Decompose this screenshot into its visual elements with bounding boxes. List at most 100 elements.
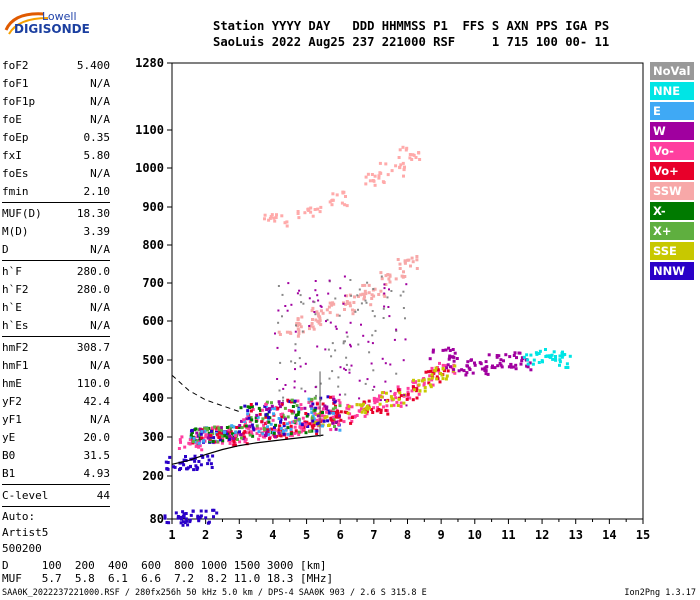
echo-point [280, 214, 284, 218]
echo-point [337, 419, 341, 423]
echo-point [323, 404, 327, 408]
echo-point [392, 403, 396, 407]
echo-point [284, 417, 287, 421]
echo-point [339, 366, 342, 369]
echo-point [278, 389, 281, 392]
echo-point [345, 356, 348, 359]
echo-point [379, 171, 383, 175]
echo-point [197, 438, 201, 442]
echo-point [412, 378, 415, 382]
echo-point [372, 179, 376, 183]
echo-point [473, 363, 477, 367]
echo-point [364, 299, 367, 302]
echo-point [177, 447, 181, 450]
echo-point [278, 333, 282, 336]
echo-point [240, 426, 244, 430]
param-row-fof1: foF1 N/A [2, 75, 110, 93]
echo-point [384, 162, 388, 166]
param-name: yF1 [2, 413, 22, 426]
echo-point [328, 301, 332, 305]
echo-point [265, 400, 269, 404]
echo-point [560, 355, 564, 359]
echo-point [286, 309, 289, 312]
echo-point [373, 287, 377, 291]
param-row-hmf1: hmF1 N/A [2, 357, 110, 375]
echo-point [255, 413, 259, 417]
echo-point [372, 369, 375, 372]
echo-point [293, 425, 297, 429]
echo-point [367, 399, 371, 403]
echo-point [209, 462, 213, 466]
echo-point [315, 432, 319, 436]
echo-point [273, 219, 277, 223]
echo-point [184, 512, 188, 515]
echo-point [364, 292, 368, 296]
echo-point [308, 327, 311, 331]
echo-point [568, 354, 572, 358]
echo-point [296, 327, 300, 331]
echo-point [304, 362, 307, 365]
echo-point [287, 409, 291, 412]
echo-point [250, 432, 254, 436]
y-tick-label: 300 [142, 430, 164, 444]
echo-point [380, 391, 384, 395]
echo-point [451, 348, 455, 351]
echo-point [250, 423, 254, 427]
echo-point [401, 161, 405, 165]
echo-point [367, 340, 370, 343]
echo-point [383, 292, 386, 295]
echo-point [211, 454, 215, 458]
echo-point [266, 429, 270, 433]
echo-point [402, 359, 405, 362]
echo-point [324, 348, 327, 351]
echo-point [286, 415, 290, 419]
echo-point [379, 408, 383, 412]
echo-point [360, 323, 362, 326]
echo-point [207, 431, 211, 435]
echo-point [279, 413, 283, 416]
echo-point [181, 520, 185, 524]
echo-point [354, 310, 357, 313]
echo-point [362, 297, 366, 301]
echo-point [206, 462, 210, 466]
echo-point [304, 431, 308, 435]
echo-point [480, 367, 484, 371]
x-tick-label: 12 [535, 528, 549, 542]
param-row-hme: hmE 110.0 [2, 375, 110, 393]
echo-point [404, 317, 406, 320]
echo-point [380, 395, 384, 399]
echo-point [217, 431, 221, 435]
echo-point [504, 353, 508, 357]
muf-row: MUF 5.7 5.8 6.1 6.6 7.2 8.2 11.0 18.3 [M… [2, 572, 334, 585]
echo-point [264, 403, 268, 406]
echo-point [446, 369, 450, 373]
echo-point [251, 408, 255, 411]
echo-point [558, 358, 562, 362]
echo-point [334, 420, 338, 424]
echo-point [282, 387, 285, 390]
echo-point [306, 425, 310, 428]
x-tick-label: 14 [602, 528, 616, 542]
x-tick-label: 9 [438, 528, 445, 542]
echo-point [300, 315, 304, 319]
echo-point [414, 389, 418, 393]
echo-point [422, 378, 426, 382]
echo-point [446, 363, 450, 367]
echo-point [225, 436, 229, 440]
echo-point [325, 308, 329, 312]
echo-point [331, 342, 334, 345]
echo-point [430, 373, 434, 377]
echo-point [331, 395, 335, 399]
echo-point [269, 215, 273, 218]
echo-point [288, 421, 292, 425]
echo-point [255, 424, 259, 428]
echo-point [338, 393, 341, 396]
echo-point [302, 427, 306, 431]
echo-point [186, 523, 190, 527]
echo-point [182, 513, 186, 517]
echo-point [399, 401, 403, 405]
echo-point [204, 509, 208, 513]
echo-point [359, 293, 363, 297]
echo-point [327, 348, 330, 351]
echo-point [412, 380, 416, 384]
